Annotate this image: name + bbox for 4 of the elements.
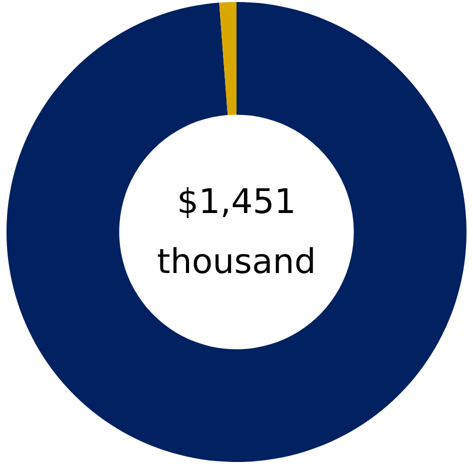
donut-slice [219,2,236,116]
donut-slice [6,2,466,462]
text: thousand [157,242,316,282]
text: $1,451 [177,182,296,222]
